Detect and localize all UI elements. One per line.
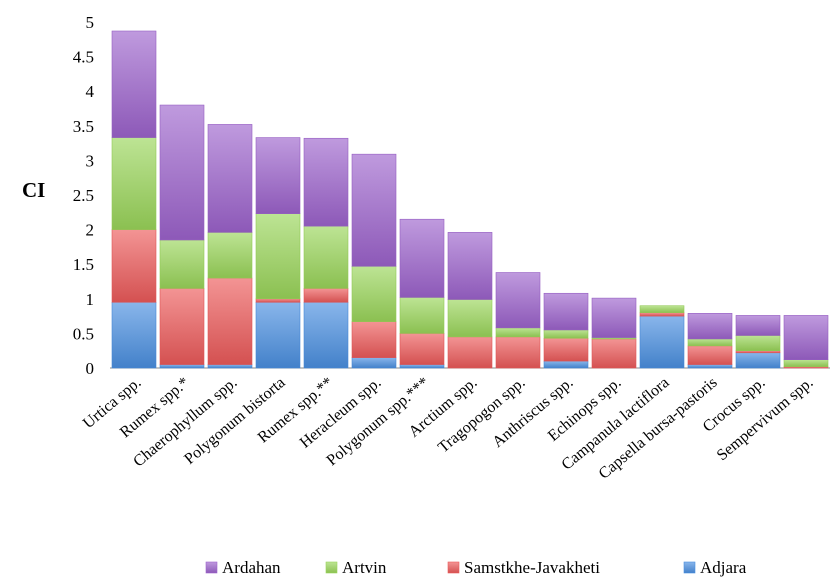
y-tick-label: 3 (86, 151, 95, 170)
bar-segment-ardahan (687, 313, 733, 340)
bar-stack-chaerophyllum-spp (207, 124, 253, 369)
bar-segment-adjara (735, 352, 781, 369)
bar-segment-artvin (207, 232, 253, 279)
y-tick-label: 2 (86, 221, 95, 240)
bar-segment-artvin (303, 225, 349, 289)
y-tick-label: 4.5 (73, 48, 94, 67)
bar-segment-samstkhe-javakheti (111, 229, 157, 303)
bar-stack-heracleum-spp (351, 153, 397, 369)
bar-segment-samstkhe-javakheti (495, 336, 541, 369)
y-tick-label: 2.5 (73, 186, 94, 205)
y-tick-label: 3.5 (73, 117, 94, 136)
legend-swatch (447, 561, 460, 574)
bar-stack-sempervivum-spp (783, 315, 829, 369)
x-tick-label: Heracleum spp. (297, 374, 385, 452)
y-tick-label: 1.5 (73, 255, 94, 274)
bar-segment-samstkhe-javakheti (639, 312, 685, 317)
bar-segment-artvin (351, 265, 397, 322)
bar-segment-artvin (543, 329, 589, 339)
bar-segment-artvin (399, 297, 445, 334)
y-tick-label: 4 (86, 82, 95, 101)
bar-segment-samstkhe-javakheti (351, 321, 397, 358)
legend-label: Adjara (700, 558, 747, 577)
bar-segment-samstkhe-javakheti (207, 277, 253, 365)
bar-segment-adjara (639, 315, 685, 369)
bar-segment-adjara (303, 301, 349, 369)
bar-stack-rumex-spp (159, 104, 205, 369)
bar-segment-ardahan (399, 218, 445, 298)
bar-stack-arctium-spp (447, 232, 493, 369)
legend-swatch (205, 561, 218, 574)
legend-label: Ardahan (222, 558, 281, 577)
bar-segment-ardahan (543, 292, 589, 331)
bar-segment-adjara (159, 364, 205, 369)
bar-stack-capsella-bursa-pastoris (687, 313, 733, 369)
bar-stack-anthriscus-spp (543, 292, 589, 369)
bar-stack-urtica-spp (111, 30, 157, 369)
bar-segment-artvin (687, 338, 733, 347)
bar-segment-ardahan (591, 297, 637, 338)
bar-stack-polygonum-bistorta (255, 137, 301, 369)
bar-stack-rumex-spp (303, 137, 349, 369)
bar-segment-ardahan (783, 315, 829, 360)
legend-item-samstkhe-javakheti: Samstkhe-Javakheti (447, 558, 600, 577)
bar-segment-samstkhe-javakheti (255, 298, 301, 303)
bar-segment-artvin (639, 305, 685, 313)
x-tick-label: Tragopogon spp. (435, 374, 529, 456)
bar-segment-ardahan (159, 104, 205, 241)
bar-segment-adjara (207, 364, 253, 369)
legend-item-adjara: Adjara (683, 558, 747, 577)
bar-segment-adjara (111, 301, 157, 369)
bar-segment-ardahan (495, 272, 541, 329)
y-tick-label: 0.5 (73, 324, 94, 343)
legend: Ardahan Artvin Samstkhe-Javakheti Adjara (205, 558, 747, 577)
bar-segment-ardahan (207, 124, 253, 233)
bar-stack-campanula-lactiflora (639, 305, 685, 369)
y-axis-label: CI (22, 178, 45, 202)
legend-label: Artvin (342, 558, 387, 577)
bar-segment-samstkhe-javakheti (591, 338, 637, 369)
bar-segment-samstkhe-javakheti (447, 336, 493, 369)
y-tick-label: 5 (86, 13, 95, 32)
legend-item-artvin: Artvin (325, 558, 387, 577)
bar-stack-echinops-spp (591, 297, 637, 369)
bar-segment-ardahan (111, 30, 157, 138)
x-axis: Urtica spp.Rumex spp.*Chaerophyllum spp.… (80, 374, 817, 483)
legend-item-ardahan: Ardahan (205, 558, 281, 577)
bar-segment-ardahan (255, 137, 301, 214)
bar-segment-artvin (111, 137, 157, 230)
legend-swatch (325, 561, 338, 574)
bar-segment-adjara (543, 360, 589, 369)
bar-segment-adjara (687, 364, 733, 369)
bar-segment-ardahan (351, 153, 397, 267)
y-tick-label: 0 (86, 359, 95, 378)
y-tick-label: 1 (86, 290, 95, 309)
bar-segment-artvin (159, 239, 205, 289)
bar-segment-samstkhe-javakheti (543, 337, 589, 362)
bar-stack-crocus-spp (735, 315, 781, 369)
bar-segment-artvin (783, 359, 829, 367)
bar-segment-samstkhe-javakheti (399, 333, 445, 365)
bar-stack-tragopogon-spp (495, 272, 541, 369)
bar-segment-artvin (447, 299, 493, 338)
bar-segment-artvin (735, 335, 781, 352)
bar-segment-samstkhe-javakheti (687, 345, 733, 365)
bar-segment-adjara (255, 301, 301, 369)
bar-segment-ardahan (447, 232, 493, 300)
bars (111, 30, 829, 369)
legend-label: Samstkhe-Javakheti (464, 558, 600, 577)
bar-segment-adjara (399, 364, 445, 369)
bar-segment-ardahan (303, 137, 349, 227)
bar-segment-artvin (255, 213, 301, 300)
legend-swatch (683, 561, 696, 574)
bar-segment-samstkhe-javakheti (735, 350, 781, 354)
bar-segment-artvin (495, 327, 541, 338)
bar-segment-adjara (351, 357, 397, 369)
bar-segment-samstkhe-javakheti (159, 288, 205, 365)
bar-segment-ardahan (735, 315, 781, 336)
bar-segment-samstkhe-javakheti (303, 288, 349, 303)
bar-stack-polygonum-spp (399, 218, 445, 369)
